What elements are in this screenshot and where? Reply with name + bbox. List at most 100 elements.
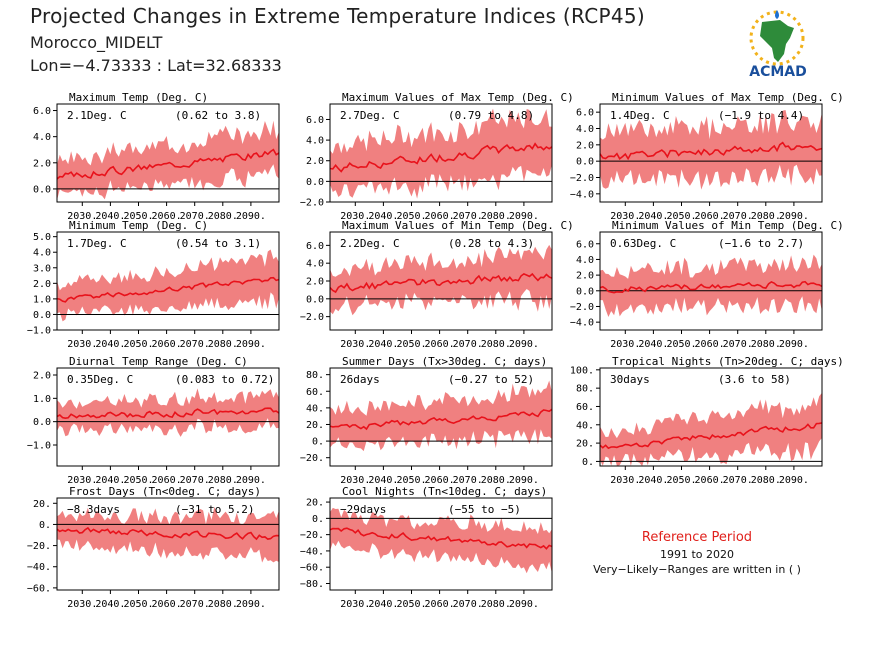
location-coords: Lon=−4.73333 : Lat=32.68333 <box>30 56 282 75</box>
y-tick-label: 6.0 <box>576 108 594 119</box>
reference-period-years: 1991 to 2020 <box>659 548 735 561</box>
y-tick-label: 4.0 <box>33 248 51 259</box>
x-tick-label: 2040. <box>638 475 668 486</box>
chart-title: Maximum Temp (Deg. C) <box>69 91 208 104</box>
x-tick-label: 2030. <box>340 475 370 486</box>
x-tick-label: 2040. <box>368 339 398 350</box>
x-tick-label: 2060. <box>425 475 455 486</box>
chart-value-label: 1.7Deg. C <box>67 237 127 250</box>
y-tick-label: 2.0 <box>306 156 324 167</box>
x-tick-label: 2060. <box>425 339 455 350</box>
y-tick-label: 20. <box>33 499 51 510</box>
x-tick-label: 2040. <box>638 339 668 350</box>
likely-range-band <box>57 120 279 201</box>
median-series-line <box>56 407 280 420</box>
chart-title: Minimum Temp (Deg. C) <box>69 219 208 232</box>
y-tick-label: 2.0 <box>33 279 51 290</box>
x-tick-label: 2080. <box>208 599 238 610</box>
x-tick-label: 2050. <box>666 475 696 486</box>
y-tick-label: −1.0 <box>27 326 51 337</box>
x-tick-label: 2030. <box>340 211 370 222</box>
chart-6: −4.0 −2.0 0.0 2.0 4.0 6.0 2030.2040.2050.2060.… <box>570 219 844 350</box>
plot-frame <box>56 231 280 331</box>
y-tick-label: 0. <box>312 514 324 525</box>
chart-value-label: 2.7Deg. C <box>340 109 400 122</box>
y-tick-label: 20. <box>576 439 594 450</box>
x-tick-label: 2090. <box>779 475 809 486</box>
y-tick-label: −20. <box>300 453 324 464</box>
x-tick-label: 2080. <box>751 339 781 350</box>
plot-frame <box>329 497 553 591</box>
y-tick-label: −4.0 <box>570 318 594 329</box>
water-drop-icon <box>775 10 779 19</box>
median-series-line <box>56 148 280 180</box>
y-tick-label: 6.0 <box>576 239 594 250</box>
chart-title: Cool Nights (Tn<10deg. C; days) <box>342 485 547 498</box>
x-tick-label: 2050. <box>666 339 696 350</box>
x-tick-label: 2080. <box>751 211 781 222</box>
y-tick-label: 40. <box>306 403 324 414</box>
chart-range-label: (−1.9 to 4.4) <box>718 109 804 122</box>
y-tick-label: 6.0 <box>306 115 324 126</box>
x-tick-label: 2090. <box>779 339 809 350</box>
x-tick-label: 2070. <box>453 339 483 350</box>
x-tick-label: 2060. <box>695 211 725 222</box>
x-tick-label: 2090. <box>236 211 266 222</box>
x-tick-label: 2080. <box>208 475 238 486</box>
x-tick-label: 2080. <box>481 211 511 222</box>
x-tick-label: 2080. <box>208 211 238 222</box>
chart-title: Maximum Values of Min Temp (Deg. C) <box>342 219 574 232</box>
page-title: Projected Changes in Extreme Temperature… <box>30 4 646 28</box>
y-tick-label: 2.0 <box>576 140 594 151</box>
x-tick-label: 2060. <box>425 599 455 610</box>
y-tick-label: −80. <box>300 579 324 590</box>
x-tick-label: 2030. <box>610 339 640 350</box>
y-tick-label: 0.0 <box>33 184 51 195</box>
likely-range-band <box>600 392 822 466</box>
y-tick-label: 2.0 <box>576 271 594 282</box>
x-tick-label: 2030. <box>340 339 370 350</box>
x-tick-label: 2070. <box>453 599 483 610</box>
median-series-line <box>599 280 823 294</box>
y-tick-label: 2.0 <box>306 277 324 288</box>
chart-title: Frost Days (Tn<0deg. C; days) <box>69 485 261 498</box>
median-series-line <box>56 276 280 303</box>
median-series-line <box>329 142 553 173</box>
chart-title: Tropical Nights (Tn>20deg. C; days) <box>612 355 844 368</box>
likely-range-band <box>330 507 552 574</box>
chart-value-label: 26days <box>340 373 380 386</box>
y-tick-label: 5.0 <box>33 232 51 243</box>
x-tick-label: 2090. <box>509 211 539 222</box>
y-tick-label: −4.0 <box>570 189 594 200</box>
x-tick-label: 2050. <box>123 475 153 486</box>
chart-4: −1.0 0.0 1.0 2.0 3.0 4.0 5.0 2030.2040.2050.206… <box>27 219 280 350</box>
y-tick-label: 3.0 <box>33 263 51 274</box>
chart-5: −2.0 0.0 2.0 4.0 6.0 2030.2040.2050.2060.2070… <box>300 219 574 350</box>
chart-value-label: −29days <box>340 503 386 516</box>
y-tick-label: 1.0 <box>33 294 51 305</box>
chart-range-label: (0.79 to 4.8) <box>448 109 534 122</box>
x-tick-label: 2090. <box>236 339 266 350</box>
y-tick-label: 100. <box>570 365 594 376</box>
x-tick-label: 2070. <box>453 475 483 486</box>
x-tick-label: 2090. <box>509 475 539 486</box>
x-tick-label: 2030. <box>340 599 370 610</box>
y-tick-label: 0.0 <box>33 310 51 321</box>
chart-title: Minimum Values of Max Temp (Deg. C) <box>612 91 844 104</box>
y-tick-label: 4.0 <box>33 132 51 143</box>
y-tick-label: 20. <box>306 420 324 431</box>
x-tick-label: 2060. <box>152 211 182 222</box>
x-tick-label: 2090. <box>509 599 539 610</box>
y-tick-label: 0.0 <box>306 177 324 188</box>
y-tick-label: −2.0 <box>570 173 594 184</box>
africa-map-icon <box>760 20 794 62</box>
y-tick-label: 60. <box>306 387 324 398</box>
likely-range-band <box>600 110 822 190</box>
y-tick-label: 0.0 <box>576 157 594 168</box>
plot-frame <box>56 103 280 203</box>
x-tick-label: 2060. <box>695 339 725 350</box>
y-tick-label: 4.0 <box>306 259 324 270</box>
likely-range-band <box>330 244 552 316</box>
x-tick-label: 2030. <box>610 211 640 222</box>
